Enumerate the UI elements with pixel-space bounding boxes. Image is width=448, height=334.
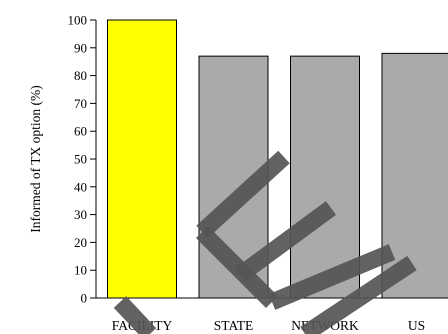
watermark-stroke (113, 296, 157, 334)
x-category-label: STATE (214, 318, 253, 333)
y-tick-label: 30 (74, 207, 87, 222)
bars (107, 19, 448, 299)
bar-us (381, 52, 448, 299)
bar-facility (107, 19, 177, 299)
watermark-stroke (300, 255, 417, 334)
y-tick-label: 70 (74, 96, 87, 111)
watermark-stroke (234, 201, 337, 282)
y-tick-label: 20 (74, 235, 87, 250)
y-tick-label: 60 (74, 124, 87, 139)
x-axis-categories: FACILITYSTATENETWORKUS (112, 318, 425, 333)
y-tick-label: 40 (74, 179, 87, 194)
y-axis-ticks: 0 10 20 30 40 50 60 70 80 90 100 (68, 13, 96, 306)
y-tick-label: 90 (74, 40, 87, 55)
y-tick-label: 50 (74, 152, 87, 167)
y-tick-label: 10 (74, 263, 87, 278)
y-axis-title: Informed of TX option (%) (28, 85, 43, 232)
watermark-stroke (196, 150, 290, 239)
bar-network (290, 55, 360, 299)
y-tick-label: 80 (74, 68, 87, 83)
y-tick-label: 100 (68, 13, 88, 28)
watermark-stroke (268, 244, 396, 310)
x-category-label: US (408, 318, 425, 333)
y-tick-label: 0 (81, 291, 88, 306)
watermark-logo (113, 150, 417, 334)
